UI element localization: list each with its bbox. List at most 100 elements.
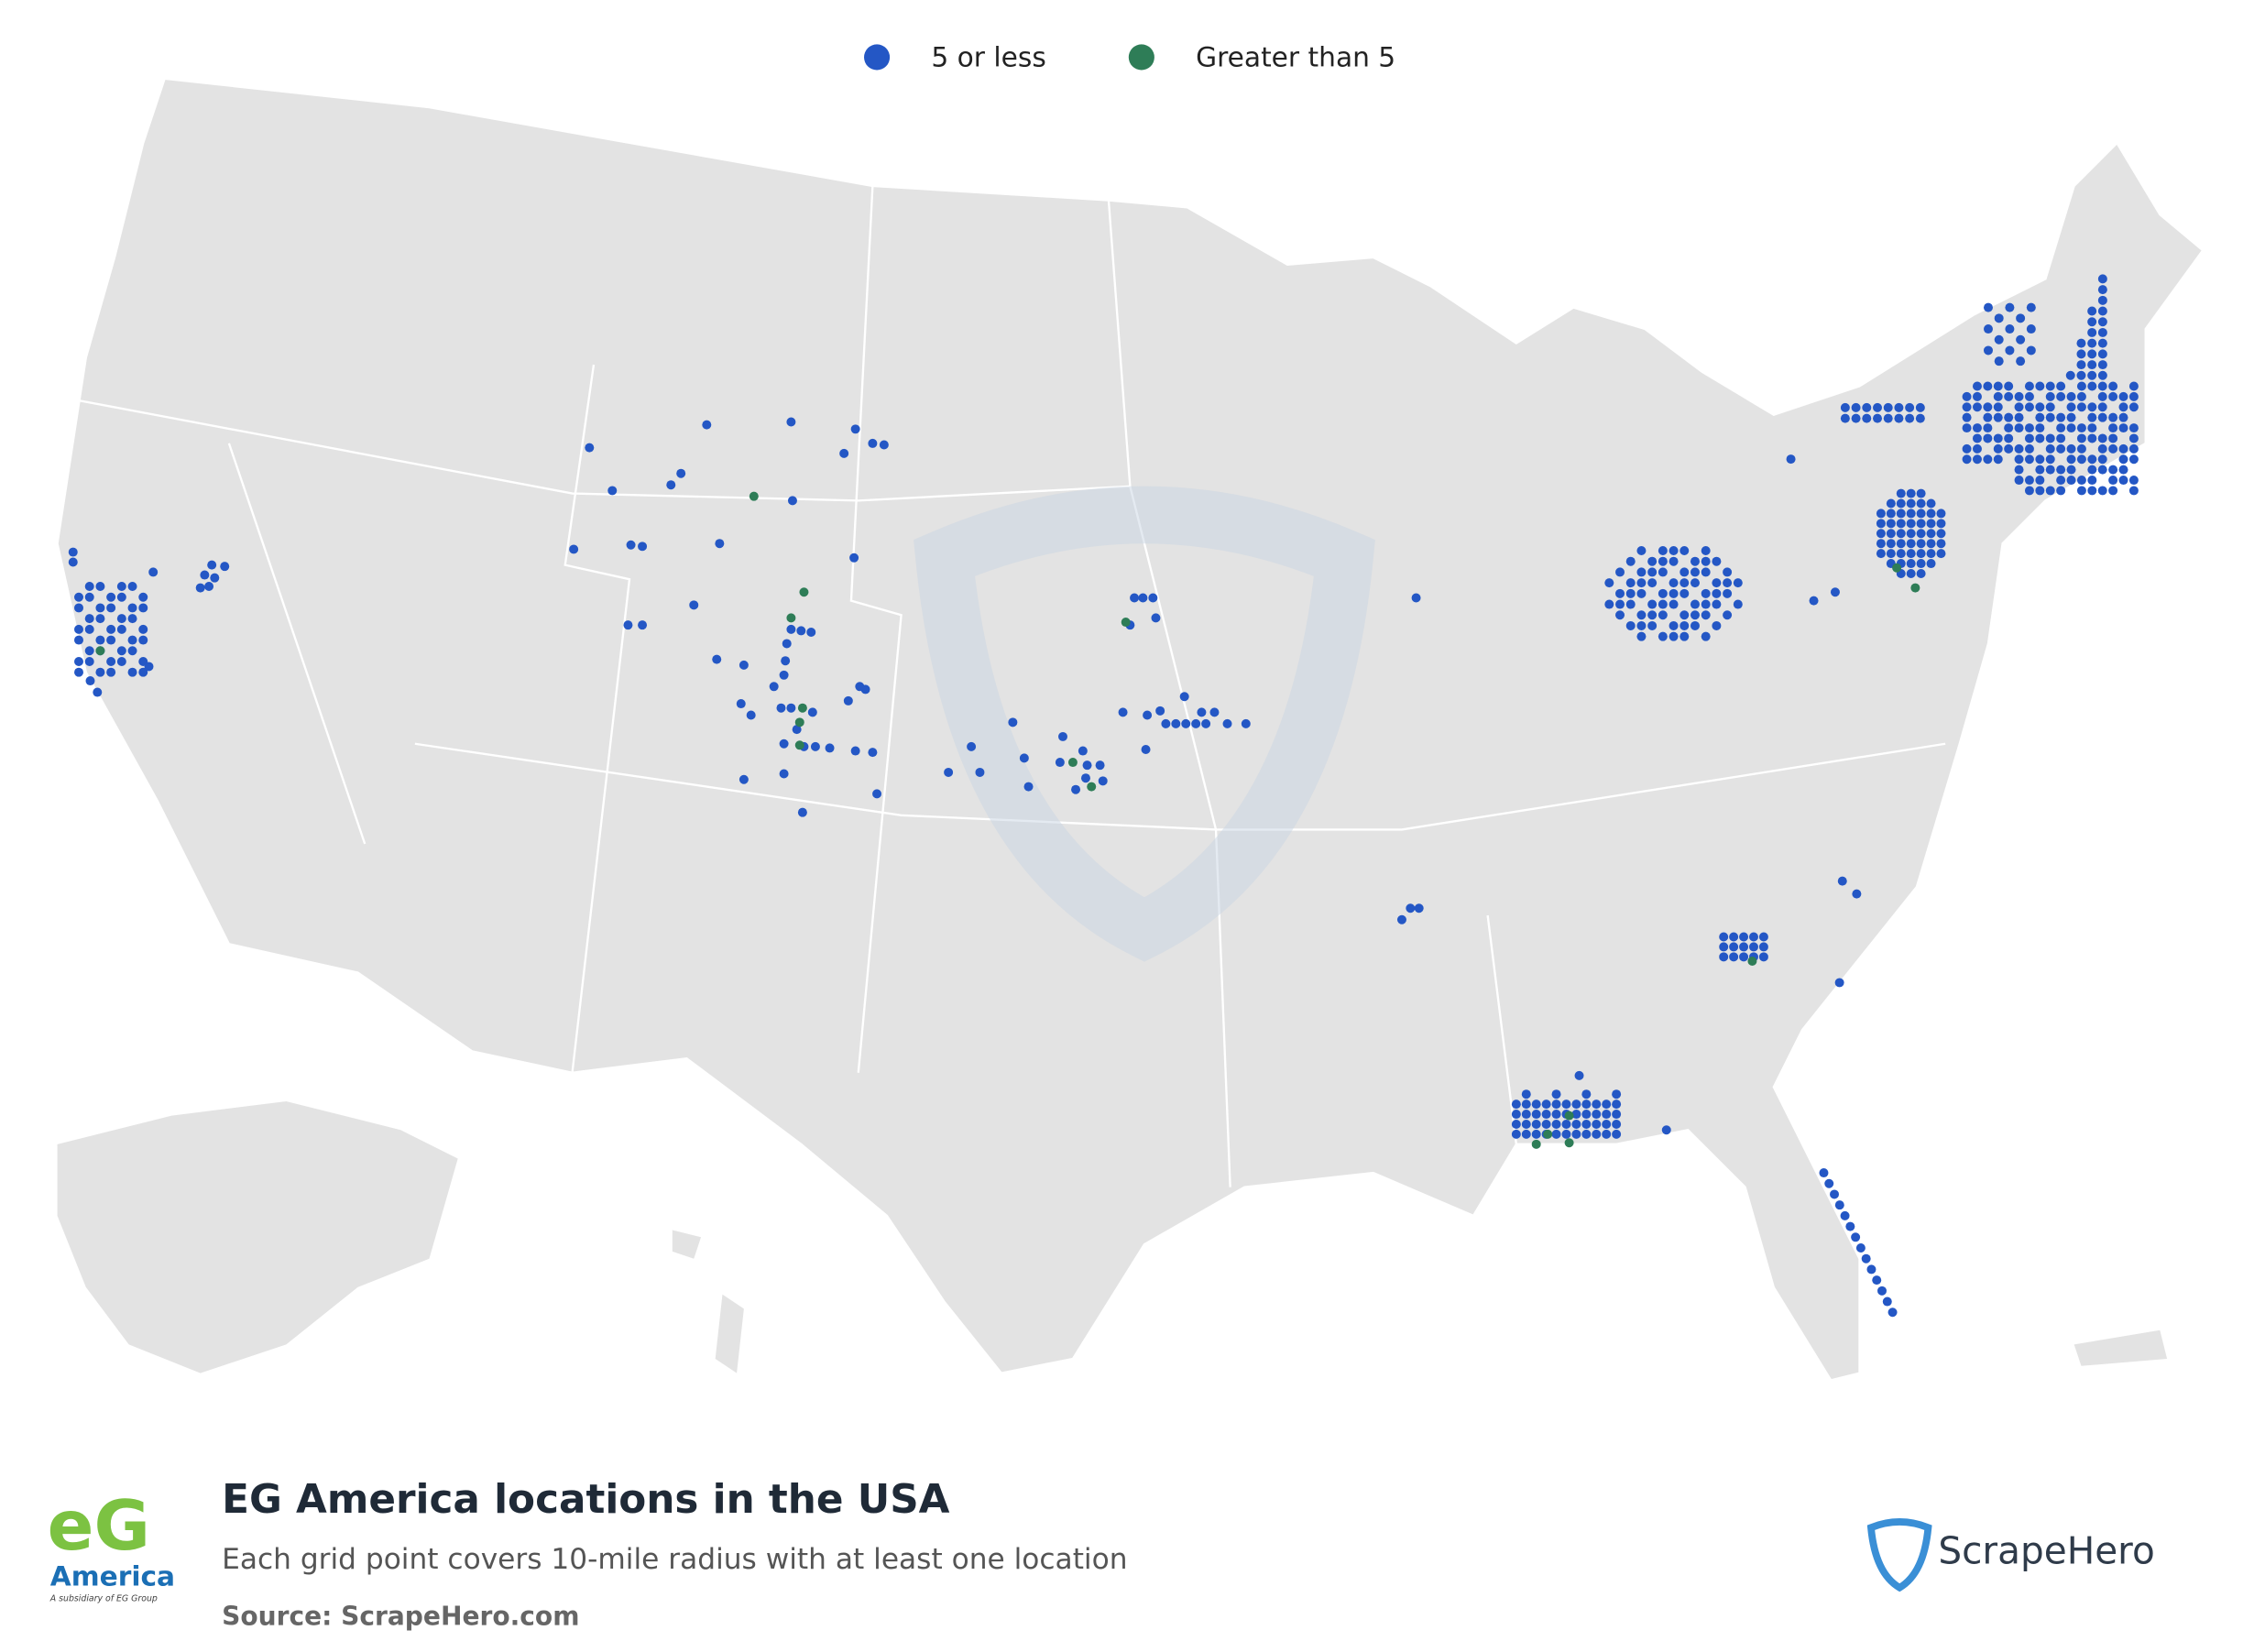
location-dot <box>2087 360 2097 370</box>
location-dot <box>1636 631 1647 641</box>
location-dot <box>2014 454 2024 465</box>
location-dot <box>1896 539 1906 549</box>
location-dot <box>138 592 148 602</box>
location-dot <box>794 740 804 750</box>
location-dot <box>1636 588 1647 598</box>
location-dot <box>1612 1089 1622 1100</box>
location-dot <box>736 699 746 709</box>
location-dot <box>1916 529 1926 539</box>
location-dot <box>2004 412 2014 422</box>
location-dot <box>1658 556 1668 566</box>
location-dot <box>739 660 749 670</box>
location-dot <box>2016 334 2026 345</box>
location-dot <box>2118 402 2128 412</box>
location-dot <box>1896 549 1906 559</box>
location-dot <box>2035 454 2045 465</box>
location-dot <box>2014 423 2024 433</box>
location-dot <box>127 614 137 624</box>
location-dot <box>1993 412 2003 422</box>
location-dot <box>1551 1100 1561 1110</box>
location-dot <box>1191 718 1201 728</box>
location-dot <box>2066 465 2076 475</box>
location-dot <box>1669 599 1679 609</box>
location-dot <box>1916 539 1926 549</box>
location-dot <box>2097 454 2107 465</box>
location-dot <box>106 667 116 677</box>
location-dot <box>975 767 985 777</box>
location-dot <box>1511 1119 1521 1129</box>
location-dot <box>2035 486 2045 496</box>
logo-tagline: A subsidiary of EG Group <box>49 1594 158 1604</box>
location-dot <box>2076 391 2086 401</box>
legend-label: 5 or less <box>931 41 1045 73</box>
location-dot <box>1729 942 1739 952</box>
location-dot <box>1840 402 1850 412</box>
location-dot <box>2087 412 2097 422</box>
location-dot <box>1733 578 1743 588</box>
location-dot <box>786 703 796 713</box>
location-dot <box>2128 486 2139 496</box>
location-dot <box>2097 433 2107 443</box>
location-dot <box>2045 391 2055 401</box>
location-dot <box>1926 529 1936 539</box>
location-dot <box>1647 599 1658 609</box>
location-dot <box>1915 402 1925 412</box>
location-dot <box>2024 402 2034 412</box>
border <box>1107 200 1231 1187</box>
location-dot <box>1840 413 1850 423</box>
location-dot <box>1916 568 1926 578</box>
location-dot <box>638 542 648 552</box>
location-dot <box>638 620 648 630</box>
location-dot <box>2118 412 2128 422</box>
location-dot <box>2087 465 2097 475</box>
location-dot <box>2004 443 2014 454</box>
location-dot <box>106 635 116 645</box>
location-dot <box>1915 413 1925 423</box>
location-dot <box>1625 588 1636 598</box>
location-dot <box>1564 1138 1574 1148</box>
location-dot <box>2014 443 2024 454</box>
location-dot <box>1571 1129 1581 1139</box>
location-dot <box>787 496 797 506</box>
location-dot <box>2097 443 2107 454</box>
location-dot <box>1723 588 1733 598</box>
location-dot <box>95 646 105 656</box>
location-dot <box>1669 556 1679 566</box>
location-dot <box>68 557 78 567</box>
location-dot <box>1906 519 1916 529</box>
location-dot <box>1130 593 1140 603</box>
location-dot <box>1926 539 1936 549</box>
location-dot <box>2087 338 2097 348</box>
location-dot <box>2128 476 2139 486</box>
location-dot <box>1906 529 1916 539</box>
brand-name: ScrapeHero <box>1938 1528 2154 1572</box>
location-dot <box>84 624 94 634</box>
location-dot <box>799 587 809 597</box>
location-dot <box>1862 413 1872 423</box>
location-dot <box>2016 356 2026 367</box>
location-dot <box>1896 498 1906 509</box>
location-dot <box>1141 744 1151 754</box>
location-dot <box>2066 454 2076 465</box>
location-dot <box>2024 454 2034 465</box>
location-dot <box>2108 412 2118 422</box>
legend-swatch <box>1128 44 1154 71</box>
location-dot <box>1406 903 1416 914</box>
location-dot <box>843 695 853 706</box>
location-dot <box>676 468 686 478</box>
location-dot <box>1701 567 1711 577</box>
location-dot <box>2097 465 2107 475</box>
location-dot <box>1910 583 1920 593</box>
location-dot <box>779 738 789 749</box>
location-dot <box>2004 423 2014 433</box>
location-dot <box>1179 692 1189 702</box>
location-dot <box>1983 423 1993 433</box>
location-dot <box>1531 1100 1541 1110</box>
location-dot <box>1886 498 1896 509</box>
location-dot <box>1852 889 1862 899</box>
location-dot <box>84 592 94 602</box>
location-dot <box>715 539 725 549</box>
location-dot <box>1873 402 1883 412</box>
location-dot <box>1936 539 1946 549</box>
location-dot <box>1758 952 1768 962</box>
